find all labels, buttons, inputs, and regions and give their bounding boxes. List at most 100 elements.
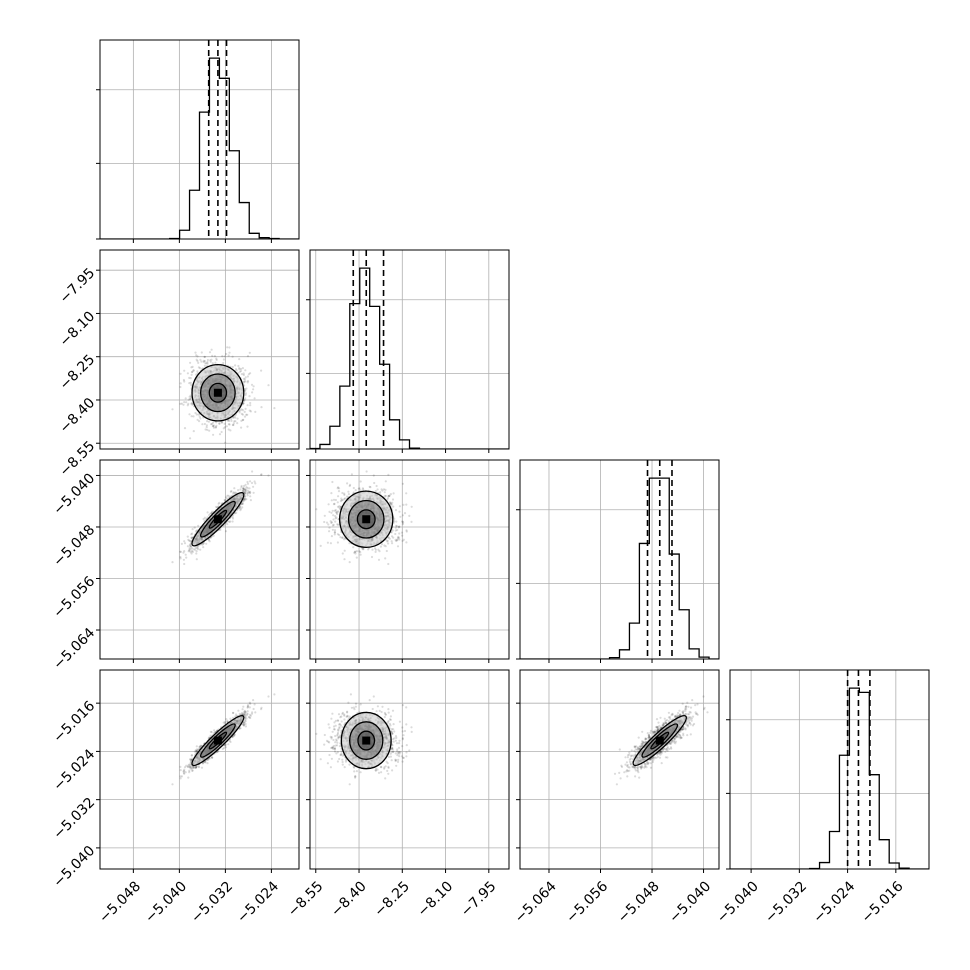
scatter-point	[211, 354, 214, 357]
scatter-point	[240, 486, 243, 489]
scatter-point	[249, 499, 252, 502]
scatter-point	[242, 488, 245, 491]
scatter-point	[179, 372, 182, 375]
scatter-point	[388, 494, 391, 497]
scatter-point	[252, 385, 255, 388]
scatter-point	[244, 397, 247, 400]
scatter-point	[189, 361, 192, 364]
scatter-point	[362, 488, 365, 491]
scatter-point	[401, 520, 404, 523]
scatter-point	[229, 429, 232, 432]
scatter-point	[192, 548, 195, 551]
scatter-point	[352, 486, 355, 490]
scatter-point	[392, 492, 395, 495]
scatter-point	[198, 420, 201, 423]
scatter-point	[215, 505, 218, 508]
scatter-point	[236, 417, 239, 420]
scatter-point	[330, 535, 333, 538]
scatter-point	[368, 485, 371, 488]
scatter-point	[246, 712, 249, 715]
scatter-point	[191, 532, 194, 535]
scatter-point	[315, 508, 318, 511]
scatter-point	[195, 552, 198, 555]
scatter-point	[189, 397, 192, 400]
scatter-point	[184, 553, 187, 556]
scatter-point	[204, 428, 207, 431]
scatter-point	[220, 430, 223, 434]
scatter-point	[240, 419, 243, 422]
scatter-point	[402, 521, 405, 524]
scatter-point	[226, 346, 229, 349]
scatter-point	[193, 526, 196, 529]
scatter-point	[238, 411, 241, 414]
scatter-point	[179, 402, 182, 405]
scatter-point	[331, 509, 334, 512]
scatter-point	[225, 352, 228, 356]
scatter-point	[341, 491, 344, 495]
panel-0-0	[96, 39, 300, 243]
scatter-point	[242, 487, 245, 490]
scatter-point	[240, 502, 243, 506]
scatter-point	[213, 355, 216, 358]
scatter-point	[331, 528, 334, 531]
scatter-point	[203, 422, 206, 426]
scatter-point	[244, 392, 247, 395]
scatter-point	[203, 364, 206, 367]
scatter-point	[224, 441, 227, 444]
scatter-point	[214, 361, 217, 364]
scatter-point	[397, 526, 400, 529]
scatter-point	[337, 486, 340, 489]
scatter-point	[228, 419, 231, 423]
scatter-point	[327, 523, 330, 526]
scatter-point	[241, 713, 244, 716]
scatter-point	[190, 366, 193, 369]
scatter-point	[245, 413, 248, 416]
scatter-point	[243, 498, 246, 501]
scatter-point	[192, 369, 195, 372]
scatter-point	[222, 746, 226, 750]
scatter-point	[405, 530, 408, 533]
scatter-point	[337, 523, 340, 526]
scatter-point	[361, 548, 364, 551]
scatter-point	[383, 544, 386, 547]
scatter-point	[391, 529, 394, 532]
scatter-point	[187, 398, 190, 401]
scatter-point	[223, 355, 226, 358]
scatter-point	[202, 517, 205, 521]
scatter-point	[205, 424, 208, 427]
scatter-point	[367, 548, 370, 551]
scatter-point	[242, 487, 245, 490]
scatter-point	[249, 480, 252, 483]
scatter-point	[330, 499, 333, 502]
scatter-point	[244, 369, 247, 372]
scatter-point	[209, 730, 212, 733]
scatter-point	[242, 418, 245, 421]
scatter-point	[212, 421, 215, 424]
scatter-point	[336, 533, 339, 536]
scatter-point	[346, 482, 349, 485]
scatter-point	[267, 695, 270, 698]
scatter-point	[249, 491, 252, 494]
scatter-point	[215, 424, 218, 427]
scatter-point	[408, 514, 411, 518]
scatter-point	[377, 558, 381, 561]
scatter-point	[192, 415, 195, 418]
scatter-point	[199, 367, 202, 370]
scatter-point	[394, 529, 397, 532]
scatter-point	[403, 511, 407, 515]
scatter-point	[224, 530, 228, 533]
scatter-point	[332, 523, 335, 527]
scatter-point	[234, 364, 237, 367]
scatter-point	[187, 538, 190, 541]
scatter-point	[239, 488, 242, 491]
scatter-point	[188, 539, 191, 542]
scatter-point	[231, 516, 234, 519]
scatter-point	[188, 547, 191, 550]
scatter-point	[212, 426, 216, 429]
scatter-point	[358, 487, 361, 490]
scatter-point	[195, 354, 198, 357]
scatter-point	[329, 542, 332, 545]
scatter-point	[334, 498, 337, 502]
scatter-point	[243, 378, 246, 381]
scatter-point	[273, 693, 276, 696]
